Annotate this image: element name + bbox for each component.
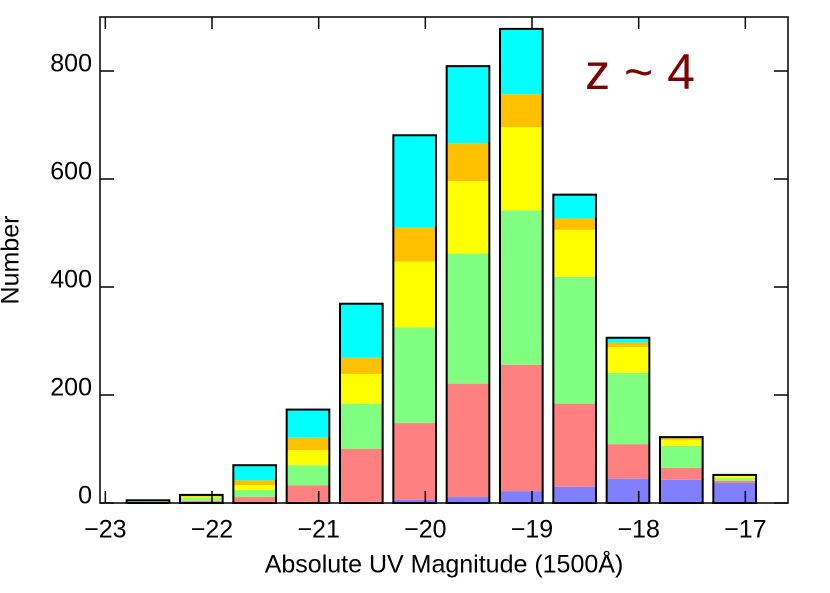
bar-segment [660, 445, 703, 468]
x-tick-label: −21 [297, 516, 339, 544]
bar-segment [180, 497, 223, 501]
bar-segment [500, 364, 543, 492]
bar-segment [233, 485, 276, 491]
x-tick-label: −18 [617, 516, 659, 544]
x-tick-label: −22 [191, 516, 233, 544]
bar-segment [660, 467, 703, 480]
x-tick-label: −23 [84, 516, 126, 544]
bar-segment [553, 229, 596, 277]
bar-segment [286, 485, 330, 502]
bar-segment [286, 409, 330, 438]
bar-segment [553, 486, 596, 503]
x-tick-label: −19 [511, 516, 553, 544]
y-tick-label: 200 [50, 374, 92, 402]
bar-segment [286, 450, 330, 466]
y-axis-label: Number [0, 216, 25, 305]
bar-segment [393, 135, 436, 228]
bar-segment [713, 478, 756, 481]
bar-segment [500, 94, 543, 128]
bar-segment [553, 276, 596, 404]
bar-segment [660, 437, 703, 440]
bar-segment [713, 483, 756, 503]
bar-segment [340, 357, 383, 374]
bar-segment [180, 496, 223, 498]
bar-segment [660, 439, 703, 446]
bar-segment [393, 261, 436, 328]
bar-segment [340, 303, 383, 358]
bar-segment [713, 476, 756, 479]
y-tick-label: 600 [50, 158, 92, 186]
bar-segment [500, 127, 543, 211]
bar-segment [500, 28, 543, 95]
bar-segment [553, 218, 596, 230]
bar-segment [340, 403, 383, 449]
bar-segment [340, 449, 383, 502]
bar-segment [446, 181, 490, 254]
bar-segment [500, 210, 543, 365]
bar-segment [180, 500, 223, 503]
bar-segment [393, 327, 436, 424]
bar-segment [233, 490, 276, 498]
bar-segment [606, 372, 650, 445]
bar-segment [233, 480, 276, 486]
y-tick-label: 400 [50, 266, 92, 294]
bar-segment [606, 444, 650, 479]
bar-segment [446, 143, 490, 182]
bar-segment [446, 253, 490, 384]
bar-segment [393, 423, 436, 500]
bar-segment [553, 194, 596, 219]
bar-segment [286, 465, 330, 486]
bar-segment [713, 480, 756, 484]
bar-segment [233, 497, 276, 503]
bar-segment [446, 66, 490, 144]
bar-segment [660, 479, 703, 503]
bar-segment [606, 478, 650, 503]
bar-segment [446, 383, 490, 498]
bar-segment [393, 227, 436, 262]
plot-frame [99, 16, 789, 504]
y-tick-label: 800 [50, 50, 92, 78]
x-tick-label: −17 [724, 516, 766, 544]
bar-segment [286, 437, 330, 451]
bar-segment [553, 403, 596, 487]
bar-segment [606, 346, 650, 373]
bar-segment [126, 501, 170, 503]
bar-segment [340, 373, 383, 404]
bar-segment [180, 495, 223, 497]
y-tick-label: 0 [78, 482, 92, 510]
annotation: z ~ 4 [585, 44, 695, 100]
x-tick-label: −20 [404, 516, 446, 544]
bar-segment [606, 337, 650, 343]
bar-segment [393, 499, 436, 503]
bar-segment [233, 465, 276, 481]
x-axis-label: Absolute UV Magnitude (1500Å) [265, 549, 624, 579]
bar-segment [606, 342, 650, 347]
bar-segment [446, 497, 490, 503]
bar-segment [500, 491, 543, 503]
